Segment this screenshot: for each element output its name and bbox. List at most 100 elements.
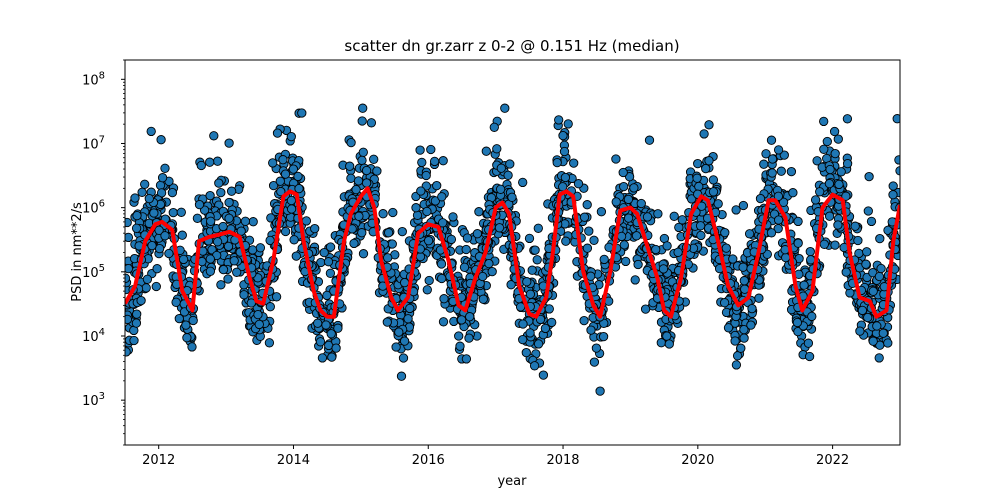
scatter-point bbox=[494, 223, 505, 233]
scatter-point bbox=[465, 312, 475, 322]
scatter-point bbox=[399, 336, 410, 346]
scatter-point bbox=[125, 217, 132, 228]
scatter-point bbox=[532, 255, 542, 265]
scatter-point bbox=[164, 248, 174, 259]
scatter-point bbox=[833, 134, 843, 144]
scatter-point bbox=[773, 191, 784, 201]
scatter-point bbox=[218, 264, 229, 275]
scatter-point bbox=[529, 361, 540, 371]
scatter-point bbox=[405, 303, 415, 314]
scatter-point bbox=[229, 256, 239, 266]
scatter-point bbox=[723, 323, 734, 333]
scatter-point bbox=[855, 326, 865, 336]
scatter-point bbox=[599, 254, 609, 265]
scatter-point bbox=[326, 329, 336, 339]
scatter-point bbox=[140, 179, 150, 189]
scatter-point bbox=[731, 360, 742, 370]
scatter-point bbox=[194, 199, 205, 210]
scatter-point bbox=[438, 317, 449, 327]
scatter-point bbox=[358, 249, 369, 259]
scatter-point bbox=[253, 309, 263, 320]
scatter-point bbox=[327, 352, 337, 362]
scatter-point bbox=[878, 328, 888, 338]
scatter-point bbox=[629, 183, 639, 193]
scatter-point bbox=[708, 187, 719, 197]
scatter-point bbox=[462, 233, 473, 243]
scatter-point bbox=[160, 163, 170, 173]
scatter-point bbox=[830, 148, 840, 159]
scatter-point bbox=[437, 273, 447, 284]
scatter-point bbox=[454, 331, 464, 341]
scatter-point bbox=[474, 207, 484, 217]
scatter-point bbox=[446, 234, 457, 245]
scatter-point bbox=[533, 339, 544, 349]
scatter-point bbox=[286, 204, 297, 214]
scatter-point bbox=[278, 155, 288, 165]
scatter-point bbox=[205, 190, 215, 201]
scatter-point bbox=[561, 236, 571, 246]
scatter-point bbox=[157, 173, 168, 183]
scatter-point bbox=[415, 145, 425, 155]
scatter-point bbox=[552, 157, 562, 168]
scatter-point bbox=[149, 208, 159, 218]
scatter-point bbox=[429, 156, 440, 167]
scatter-point bbox=[533, 223, 543, 233]
scatter-point bbox=[883, 225, 893, 235]
scatter-point bbox=[754, 293, 764, 303]
scatter-point bbox=[767, 168, 777, 178]
scatter-point bbox=[582, 243, 593, 253]
scatter-point bbox=[805, 246, 815, 257]
scatter-point bbox=[351, 184, 361, 195]
scatter-point bbox=[477, 271, 488, 282]
scatter-point bbox=[456, 315, 467, 325]
scatter-point bbox=[325, 242, 336, 252]
scatter-point bbox=[503, 170, 513, 180]
scatter-point bbox=[518, 334, 528, 345]
scatter-point bbox=[223, 241, 234, 252]
scatter-point bbox=[582, 200, 592, 210]
scatter-point bbox=[677, 215, 687, 225]
scatter-point bbox=[547, 317, 557, 328]
scatter-point bbox=[694, 181, 704, 192]
scatter-point bbox=[478, 294, 488, 304]
scatter-point bbox=[136, 295, 146, 306]
scatter-point bbox=[559, 146, 570, 157]
scatter-point bbox=[187, 342, 197, 352]
scatter-point bbox=[382, 317, 392, 327]
scatter-point bbox=[378, 209, 388, 219]
x-tick-label: 2018 bbox=[546, 453, 579, 468]
scatter-point bbox=[522, 277, 532, 287]
scatter-point bbox=[141, 283, 151, 293]
scatter-point bbox=[815, 187, 825, 197]
scatter-point bbox=[254, 319, 264, 330]
scatter-point bbox=[461, 244, 471, 255]
scatter-point bbox=[892, 114, 900, 124]
scatter-point bbox=[713, 199, 723, 209]
scatter-point bbox=[240, 216, 251, 226]
scatter-point bbox=[766, 228, 777, 238]
scatter-point bbox=[464, 333, 474, 343]
scatter-point bbox=[730, 336, 740, 346]
scatter-point bbox=[129, 335, 139, 346]
scatter-point bbox=[518, 177, 528, 188]
scatter-point bbox=[658, 264, 669, 274]
chart-title: scatter dn gr.zarr z 0-2 @ 0.151 Hz (med… bbox=[344, 37, 679, 55]
scatter-point bbox=[569, 158, 579, 168]
scatter-point bbox=[391, 342, 401, 352]
scatter-point bbox=[416, 186, 426, 196]
scatter-point bbox=[176, 207, 186, 217]
scatter-point bbox=[759, 159, 769, 169]
scatter-point bbox=[264, 338, 275, 348]
scatter-point bbox=[214, 178, 224, 188]
scatter-point bbox=[489, 122, 499, 132]
scatter-point bbox=[699, 129, 709, 139]
scatter-point bbox=[132, 309, 142, 319]
scatter-point bbox=[732, 351, 743, 361]
scatter-point bbox=[372, 166, 382, 176]
scatter-point bbox=[506, 280, 516, 290]
scatter-point bbox=[239, 290, 249, 300]
scatter-point bbox=[422, 285, 432, 295]
scatter-point bbox=[472, 229, 483, 239]
scatter-point bbox=[218, 221, 228, 232]
scatter-point bbox=[591, 343, 602, 353]
